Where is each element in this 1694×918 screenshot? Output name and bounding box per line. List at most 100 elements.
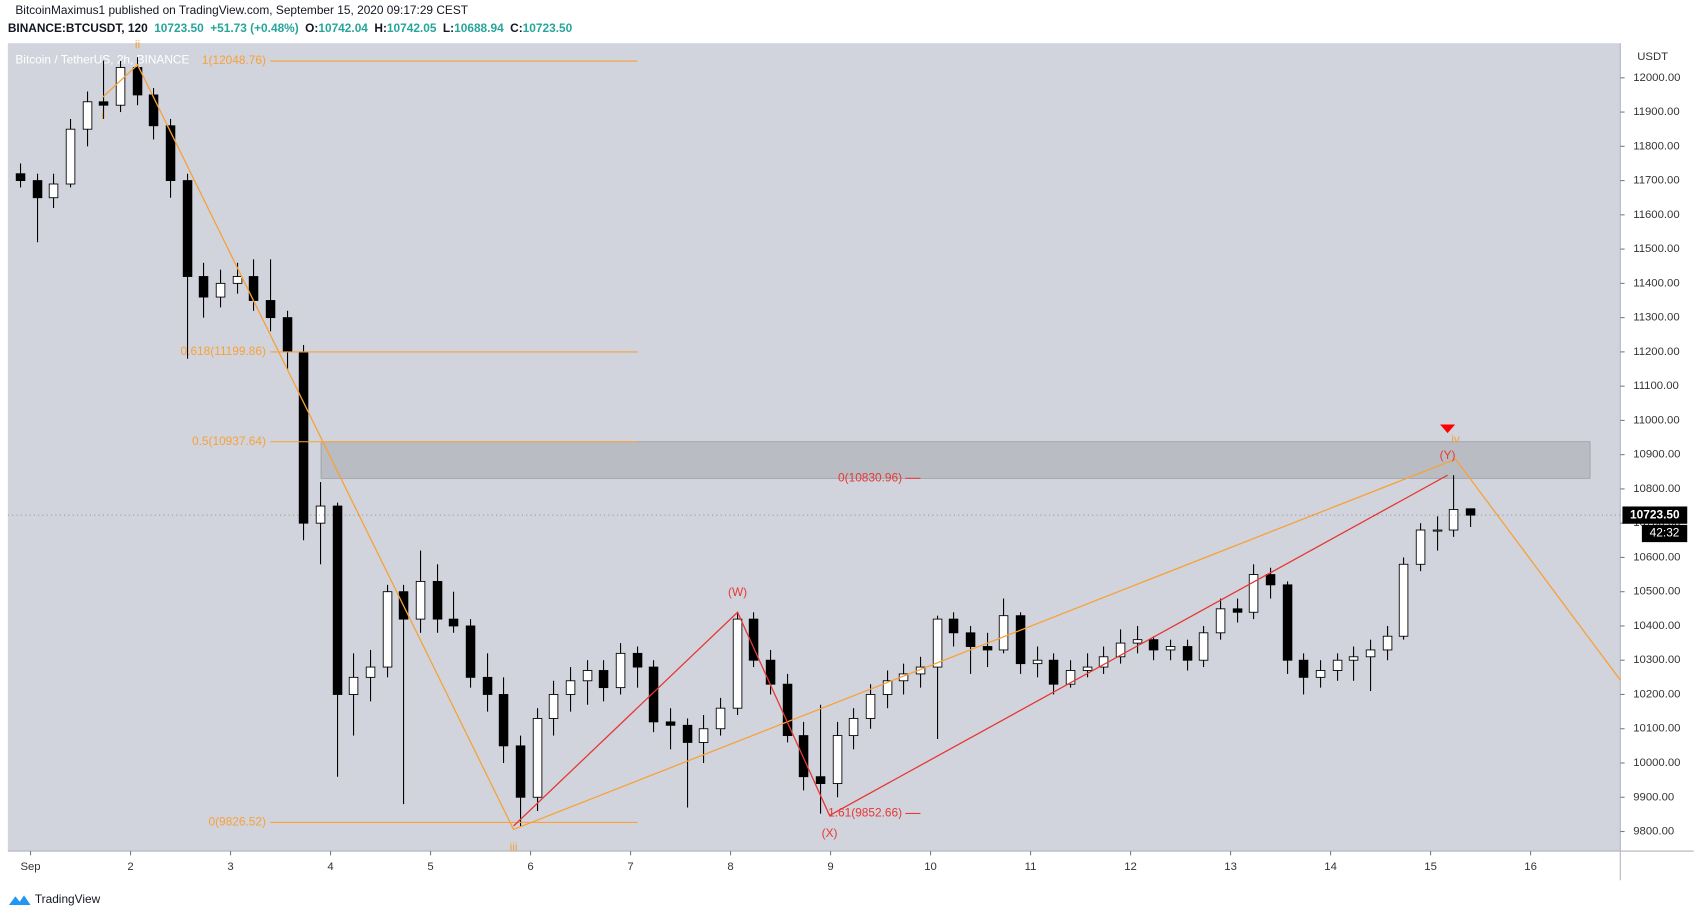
candle-body xyxy=(32,180,43,199)
x-tick-label: 10 xyxy=(924,861,937,873)
candle-body xyxy=(798,735,809,778)
wave-label: iii xyxy=(510,840,518,854)
candle-body xyxy=(815,776,826,784)
countdown: 42:32 xyxy=(1650,526,1680,540)
candle-body xyxy=(1448,509,1459,531)
low-label: L: xyxy=(443,21,454,35)
candle-body xyxy=(598,670,609,689)
x-tick-label: 12 xyxy=(1124,861,1137,873)
symbol: BINANCE:BTCUSDT, 120 xyxy=(8,21,148,35)
candle-body xyxy=(115,67,126,106)
candle-body xyxy=(948,618,959,634)
candle-body xyxy=(615,652,626,689)
currency: USDT xyxy=(1637,51,1668,63)
y-tick-label: 11800.00 xyxy=(1633,140,1679,152)
wave-label: (X) xyxy=(822,826,838,840)
y-tick-label: 10000.00 xyxy=(1633,757,1680,769)
candle-body xyxy=(715,707,726,730)
y-tick-label: 9800.00 xyxy=(1633,826,1674,838)
candle-body xyxy=(1232,608,1243,613)
x-tick-label: 3 xyxy=(227,861,233,873)
brand: TradingView xyxy=(35,892,101,906)
sell-marker xyxy=(1440,424,1456,434)
y-tick-label: 10200.00 xyxy=(1633,688,1680,700)
candle-body xyxy=(1398,563,1409,637)
candle-body xyxy=(448,618,459,627)
last-price-tag xyxy=(1622,506,1688,524)
candle-body xyxy=(965,632,976,647)
x-tick-label: 4 xyxy=(327,861,333,873)
y-tick-label: 11200.00 xyxy=(1633,346,1679,358)
y-tick-label: 11300.00 xyxy=(1633,312,1679,324)
candle-body xyxy=(215,282,226,298)
y-tick-label: 11500.00 xyxy=(1633,243,1679,255)
candle-body xyxy=(148,94,159,127)
candle-body xyxy=(1032,659,1043,665)
x-tick-label: 7 xyxy=(627,861,633,873)
high: 10742.05 xyxy=(387,21,437,35)
x-tick-label: 5 xyxy=(427,861,433,873)
candle-body xyxy=(432,580,443,620)
x-tick-label: 8 xyxy=(727,861,733,873)
candle-body xyxy=(15,173,26,182)
candle-body xyxy=(1298,659,1309,678)
candle-body xyxy=(532,718,543,798)
x-tick-label: 6 xyxy=(527,861,533,873)
x-tick-label: 15 xyxy=(1424,861,1437,873)
low: 10688.94 xyxy=(454,21,504,35)
y-tick-label: 11600.00 xyxy=(1633,209,1679,221)
candle-body xyxy=(348,676,359,695)
candle-body xyxy=(482,676,493,695)
candle-body xyxy=(998,615,1009,651)
candle-body xyxy=(48,183,59,199)
wave-label: i xyxy=(101,108,104,122)
candle-body xyxy=(498,694,509,747)
y-tick-label: 11000.00 xyxy=(1633,414,1679,426)
candle-body xyxy=(548,694,559,719)
resistance-zone xyxy=(320,441,1591,479)
x-tick-label: 16 xyxy=(1524,861,1537,873)
candle-body xyxy=(1148,639,1159,651)
open: 10742.04 xyxy=(318,21,368,35)
candle-body xyxy=(1182,646,1193,661)
candle-body xyxy=(1332,659,1343,671)
candle-body xyxy=(165,125,176,182)
close-label: C: xyxy=(510,21,523,35)
y-tick-label: 11900.00 xyxy=(1633,106,1679,118)
y-tick-label: 10900.00 xyxy=(1633,449,1680,461)
candle-body xyxy=(1048,659,1059,685)
fib-extension-label: 0(10830.96) xyxy=(838,470,902,484)
y-tick-label: 9900.00 xyxy=(1633,791,1674,803)
candle-body xyxy=(682,724,693,743)
candle-body xyxy=(65,128,76,185)
candle-body xyxy=(932,618,943,668)
candle-body xyxy=(415,580,426,620)
candle-body xyxy=(1315,670,1326,678)
y-tick-label: 10300.00 xyxy=(1633,654,1680,666)
candle-body xyxy=(232,276,243,284)
candle-body xyxy=(732,618,743,709)
candle-body xyxy=(298,351,309,524)
y-tick-label: 10400.00 xyxy=(1633,620,1680,632)
y-tick-label: 10600.00 xyxy=(1633,551,1680,563)
candle-body xyxy=(782,683,793,737)
x-tick-label: Sep xyxy=(20,861,40,873)
candle-body xyxy=(1015,615,1026,665)
candle-body xyxy=(648,666,659,723)
candle-body xyxy=(848,718,859,737)
candle-body xyxy=(1248,574,1259,613)
brand-logo xyxy=(8,895,31,906)
last-price-label: 10723.50 xyxy=(1630,507,1680,521)
candle-body xyxy=(1432,529,1443,532)
countdown-tag xyxy=(1641,524,1688,543)
fib-label: 0.618(11199.86) xyxy=(181,344,266,358)
candle-body xyxy=(132,67,143,96)
x-tick-label: 13 xyxy=(1224,861,1237,873)
fib-label: 0(9826.52) xyxy=(209,815,266,829)
candle-body xyxy=(832,735,843,784)
candle-body xyxy=(98,101,109,106)
candle-body xyxy=(1282,584,1293,661)
wave-line xyxy=(513,474,1448,827)
candle-body xyxy=(282,317,293,353)
